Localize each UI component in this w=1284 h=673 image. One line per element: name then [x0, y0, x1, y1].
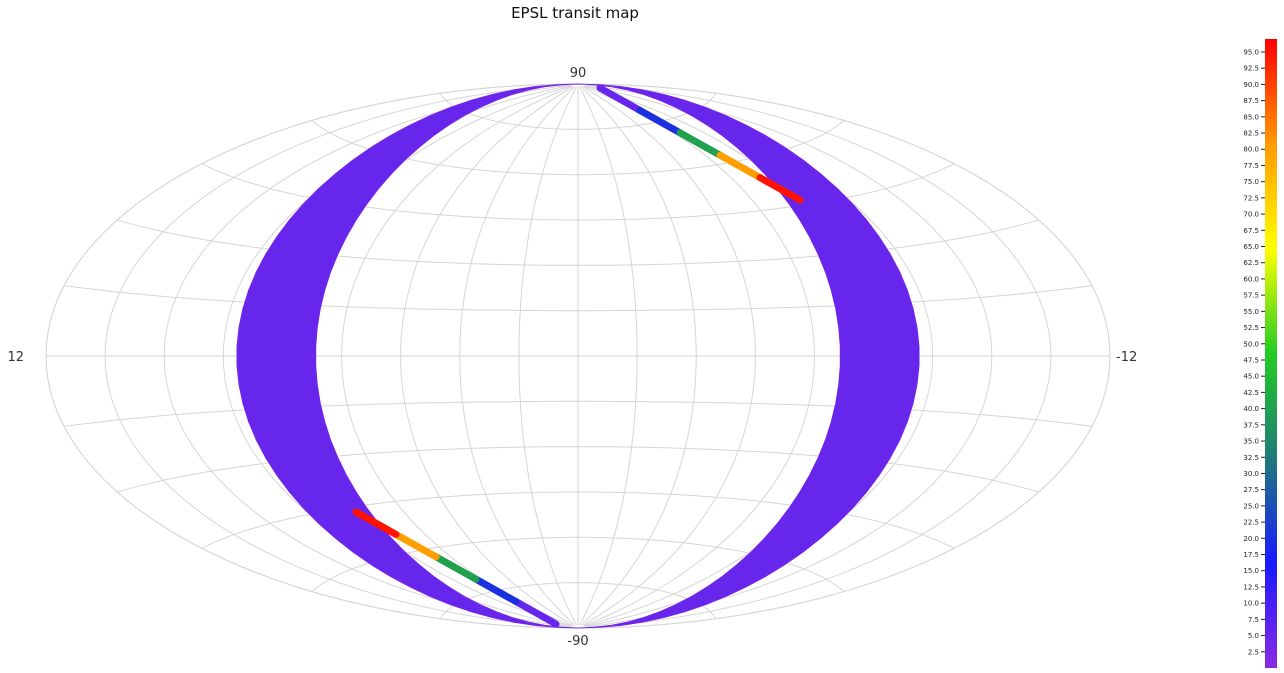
colorbar-tick-label: 45.0 — [1243, 373, 1259, 381]
hot-crossings — [352, 84, 804, 628]
colorbar-tick-label: 10.0 — [1243, 600, 1259, 608]
crossing-segment — [756, 174, 804, 204]
crossing-segment — [716, 151, 764, 182]
colorbar-tick-label: 90.0 — [1243, 81, 1259, 89]
colorbar-tick-label: 5.0 — [1248, 632, 1259, 640]
colorbar-tick-label: 30.0 — [1243, 470, 1259, 478]
colorbar-tick-label: 60.0 — [1243, 275, 1259, 283]
chart-title: EPSL transit map — [511, 4, 639, 22]
colorbar-tick-label: 27.5 — [1243, 486, 1259, 494]
colorbar-tick-label: 32.5 — [1243, 454, 1259, 462]
band-body — [236, 83, 920, 629]
lat-label-top: 90 — [570, 66, 587, 81]
map-grid — [45, 83, 1111, 629]
colorbar-tick-label: 70.0 — [1243, 211, 1259, 219]
colorbar-tick-label: 50.0 — [1243, 340, 1259, 348]
colorbar-tick-label: 25.0 — [1243, 502, 1259, 510]
colorbar-tick-label: 87.5 — [1243, 97, 1259, 105]
lat-label-bottom: -90 — [567, 634, 588, 649]
colorbar: 95.0 92.5 90.0 87.5 85.0 82.5 80.0 77.5 75.0 72.5… — [1243, 39, 1277, 668]
colorbar-tick-label: 67.5 — [1243, 227, 1259, 235]
crossing-segment — [472, 575, 520, 606]
parallel-line — [117, 446, 1039, 493]
colorbar-tick-label: 35.0 — [1243, 438, 1259, 446]
parallel-line — [117, 219, 1039, 266]
crossing-segment — [392, 530, 440, 561]
colorbar-tick-label: 17.5 — [1243, 551, 1259, 559]
colorbar-tick-label: 65.0 — [1243, 243, 1259, 251]
crossing-segment — [512, 598, 560, 628]
crossing-segment — [432, 553, 480, 583]
crossing-segment — [676, 129, 724, 159]
colorbar-tick-label: 75.0 — [1243, 178, 1259, 186]
colorbar-tick-label: 77.5 — [1243, 162, 1259, 170]
crossing-segment — [636, 106, 684, 137]
colorbar-tick-label: 92.5 — [1243, 65, 1259, 73]
colorbar-tick-label: 15.0 — [1243, 567, 1259, 575]
colorbar-tick-label: 55.0 — [1243, 308, 1259, 316]
colorbar-tick-label: 52.5 — [1243, 324, 1259, 332]
colorbar-tick-label: 40.0 — [1243, 405, 1259, 413]
lon-label-right: -12 — [1116, 350, 1137, 365]
colorbar-tick-label: 12.5 — [1243, 583, 1259, 591]
lon-label-left: 12 — [7, 350, 24, 365]
parallel-line — [64, 400, 1092, 427]
colorbar-tick-label: 62.5 — [1243, 259, 1259, 267]
colorbar-tick-label: 20.0 — [1243, 535, 1259, 543]
crossing-segment — [596, 84, 644, 114]
colorbar-tick-label: 72.5 — [1243, 194, 1259, 202]
crossing-segment — [352, 508, 400, 538]
colorbar-tick-label: 85.0 — [1243, 113, 1259, 121]
colorbar-tick-label: 37.5 — [1243, 421, 1259, 429]
colorbar-tick-label: 80.0 — [1243, 146, 1259, 154]
parallel-line — [64, 285, 1092, 312]
colorbar-tick-label: 82.5 — [1243, 130, 1259, 138]
colorbar-tick-label: 57.5 — [1243, 292, 1259, 300]
transit-band — [236, 83, 920, 629]
colorbar-tick-label: 7.5 — [1248, 616, 1259, 624]
colorbar-tick-label: 47.5 — [1243, 356, 1259, 364]
colorbar-tick-label: 22.5 — [1243, 519, 1259, 527]
colorbar-tick-label: 42.5 — [1243, 389, 1259, 397]
colorbar-tick-label: 95.0 — [1243, 48, 1259, 56]
colorbar-scale — [1265, 39, 1277, 668]
colorbar-tick-label: 2.5 — [1248, 648, 1259, 656]
